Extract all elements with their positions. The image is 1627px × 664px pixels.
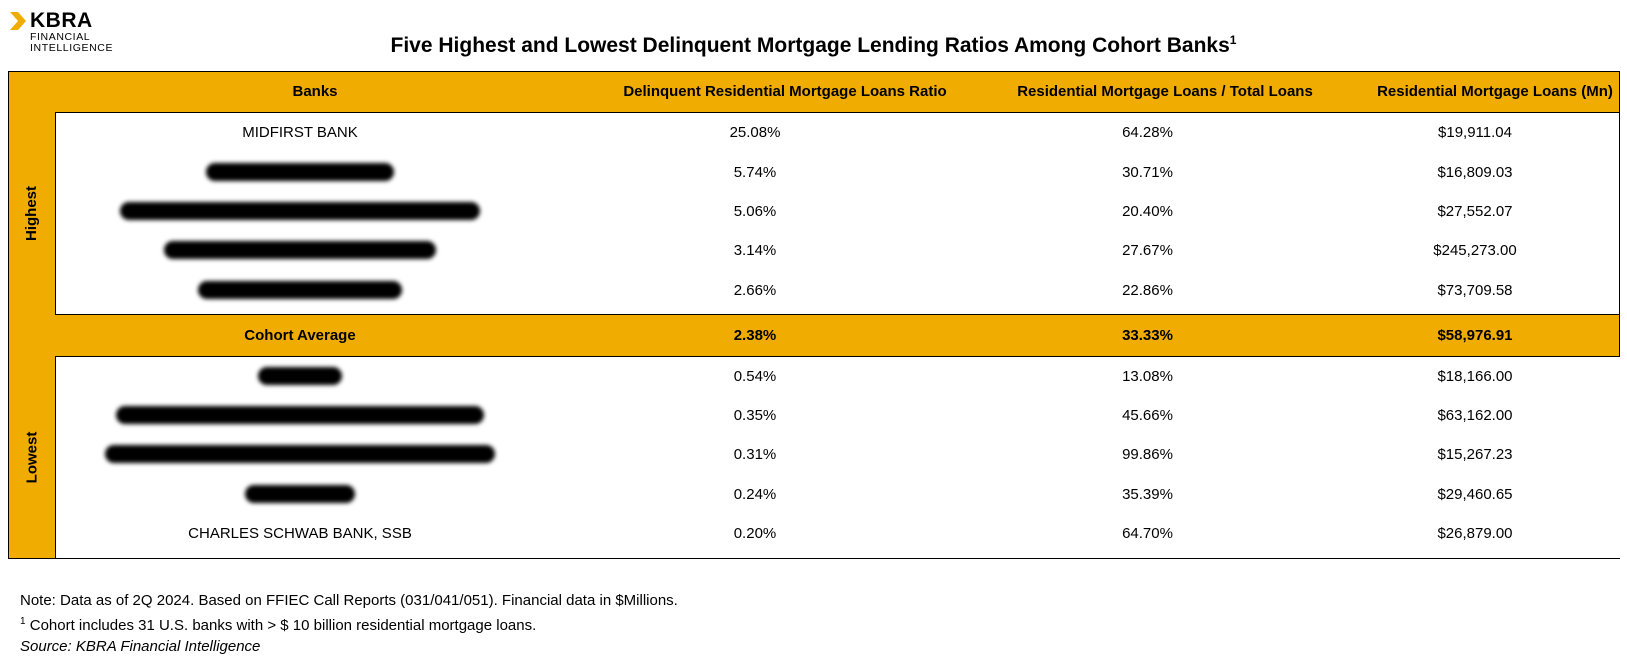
mortgage-share-cell: 64.28% xyxy=(1122,123,1173,141)
delinquent-ratio-cell: 2.66% xyxy=(733,281,777,299)
bank-name-redacted xyxy=(55,191,545,231)
table-row: 0.24% 35.39% $29,460.65 xyxy=(55,474,1620,514)
table-row: 5.74% 30.71% $16,809.03 xyxy=(55,152,1620,192)
bank-name-redacted xyxy=(55,230,545,270)
group-label-highest: Highest xyxy=(8,112,55,315)
delinquent-ratio-cell: 0.54% xyxy=(733,367,777,385)
bank-name-redacted xyxy=(55,356,545,396)
delinquent-ratio-cell: 0.24% xyxy=(733,485,777,503)
delinquent-ratio-cell: 5.06% xyxy=(733,202,777,220)
table-row: 5.06% 20.40% $27,552.07 xyxy=(55,191,1620,231)
group-label-lowest: Lowest xyxy=(8,356,55,558)
header-mortgage-share: Residential Mortgage Loans / Total Loans xyxy=(1017,83,1313,100)
mortgage-loans-cell: $27,552.07 xyxy=(1437,202,1513,220)
group-label-lowest-text: Lowest xyxy=(23,431,40,483)
mortgage-share-cell: 22.86% xyxy=(1122,281,1173,299)
average-ratio: 2.38% xyxy=(733,327,777,344)
table-row: MIDFIRST BANK 25.08% 64.28% $19,911.04 xyxy=(55,112,1620,152)
redaction-bar xyxy=(198,281,402,299)
delinquent-ratio-cell: 3.14% xyxy=(733,241,777,259)
mortgage-loans-cell: $63,162.00 xyxy=(1437,406,1513,424)
average-loans: $58,976.91 xyxy=(1437,327,1513,344)
mortgage-loans-cell: $18,166.00 xyxy=(1437,367,1513,385)
average-share: 33.33% xyxy=(1122,327,1173,344)
bank-name-redacted xyxy=(55,395,545,435)
kbra-chevron-icon xyxy=(10,12,26,30)
mortgage-share-cell: 64.70% xyxy=(1122,524,1173,542)
mortgage-share-cell: 35.39% xyxy=(1122,485,1173,503)
table-header-row: Banks Delinquent Residential Mortgage Lo… xyxy=(55,71,1620,112)
group-label-highest-text: Highest xyxy=(23,185,41,242)
bank-name: CHARLES SCHWAB BANK, SSB xyxy=(188,524,412,542)
redaction-bar xyxy=(105,445,495,463)
bank-name: MIDFIRST BANK xyxy=(242,123,358,141)
footnote-line: 1 Cohort includes 31 U.S. banks with > $… xyxy=(20,611,678,636)
delinquent-ratio-cell: 0.35% xyxy=(733,406,777,424)
redaction-bar xyxy=(258,367,342,385)
logo-wordmark: KBRA xyxy=(30,9,93,32)
mortgage-loans-cell: $245,273.00 xyxy=(1433,241,1517,259)
table-row: 2.66% 22.86% $73,709.58 xyxy=(55,270,1620,310)
redaction-bar xyxy=(116,406,484,424)
delinquent-ratio-cell: 0.31% xyxy=(733,445,777,463)
mortgage-share-cell: 27.67% xyxy=(1122,241,1173,259)
footnote-text: Cohort includes 31 U.S. banks with > $ 1… xyxy=(29,617,537,634)
source-line: Source: KBRA Financial Intelligence xyxy=(20,638,261,655)
delinquent-ratio-cell: 5.74% xyxy=(733,163,777,181)
mortgage-loans-cell: $15,267.23 xyxy=(1437,445,1513,463)
footnote-marker: 1 xyxy=(20,616,26,627)
table-row: 0.54% 13.08% $18,166.00 xyxy=(55,356,1620,396)
table-title-text: Five Highest and Lowest Delinquent Mortg… xyxy=(390,34,1230,57)
redaction-bar xyxy=(245,485,355,503)
average-label: Cohort Average xyxy=(244,327,356,344)
logo-subtitle-line-1: FINANCIAL xyxy=(30,31,91,43)
mortgage-loans-cell: $26,879.00 xyxy=(1437,524,1513,542)
mortgage-loans-cell: $19,911.04 xyxy=(1438,123,1512,141)
table-row: 3.14% 27.67% $245,273.00 xyxy=(55,230,1620,270)
mortgage-loans-cell: $29,460.65 xyxy=(1437,485,1513,503)
mortgage-loans-cell: $16,809.03 xyxy=(1437,163,1513,181)
bank-name-redacted xyxy=(55,474,545,514)
delinquent-ratio-cell: 0.20% xyxy=(733,524,777,542)
logo-subtitle-line-2: INTELLIGENCE xyxy=(30,42,114,54)
redaction-bar xyxy=(206,163,394,181)
mortgage-loans-cell: $73,709.58 xyxy=(1437,281,1513,299)
mortgage-share-cell: 99.86% xyxy=(1122,445,1173,463)
kbra-logo: KBRA FINANCIAL INTELLIGENCE xyxy=(10,10,140,56)
note-line: Note: Data as of 2Q 2024. Based on FFIEC… xyxy=(20,592,678,609)
redaction-bar xyxy=(164,241,436,259)
title-footnote-marker: 1 xyxy=(1229,33,1237,47)
header-mortgage-loans: Residential Mortgage Loans (Mn) xyxy=(1377,83,1613,100)
header-delinquent-ratio: Delinquent Residential Mortgage Loans Ra… xyxy=(623,83,947,100)
delinquent-ratio-cell: 25.08% xyxy=(729,123,781,141)
bank-name-redacted xyxy=(55,270,545,310)
table-row: CHARLES SCHWAB BANK, SSB 0.20% 64.70% $26,8… xyxy=(55,513,1620,553)
bank-name-redacted xyxy=(55,152,545,192)
table-title: Five Highest and Lowest Delinquent Mortg… xyxy=(0,27,1627,59)
mortgage-share-cell: 45.66% xyxy=(1122,406,1173,424)
mortgage-share-cell: 20.40% xyxy=(1122,202,1173,220)
table-row: 0.35% 45.66% $63,162.00 xyxy=(55,395,1620,435)
redaction-bar xyxy=(120,202,480,220)
mortgage-share-cell: 13.08% xyxy=(1122,367,1173,385)
table-row: 0.31% 99.86% $15,267.23 xyxy=(55,434,1620,474)
mortgage-share-cell: 30.71% xyxy=(1122,163,1173,181)
table-notes: Note: Data as of 2Q 2024. Based on FFIEC… xyxy=(20,590,678,657)
bank-name-redacted xyxy=(55,434,545,474)
header-banks: Banks xyxy=(292,83,338,100)
logo-subtitle: FINANCIAL INTELLIGENCE xyxy=(30,32,113,54)
cohort-average-row: Cohort Average 2.38% 33.33% $58,976.91 xyxy=(55,315,1620,356)
